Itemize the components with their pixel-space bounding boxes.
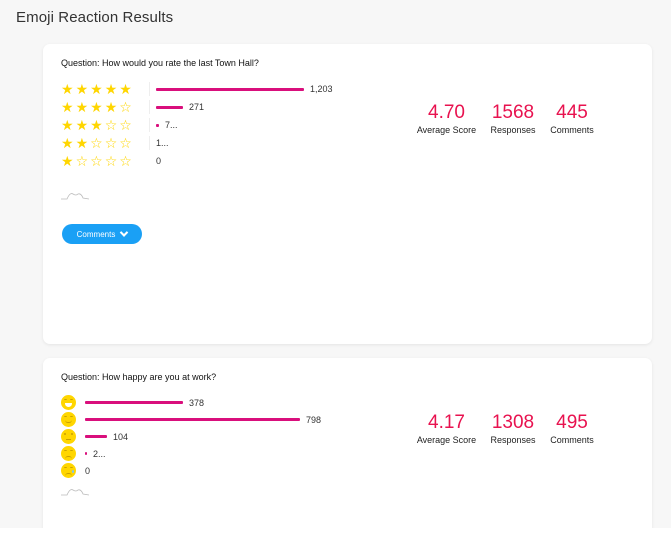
emoji-bar <box>85 401 183 404</box>
emoji-row-smiling: 798 <box>61 411 321 428</box>
rating-count: 0 <box>156 156 162 166</box>
rating-row-1-star: ★ ☆ ☆ ☆ ☆ 0 <box>61 152 333 170</box>
bottom-white-strip <box>0 528 671 538</box>
two-stars-icon: ★ ★ ☆ ☆ ☆ <box>61 135 132 151</box>
smiling-face-icon <box>61 412 76 427</box>
stat-responses: 1568 Responses <box>487 102 539 135</box>
summary-stats: 4.17 Average Score 1308 Responses 495 Co… <box>415 412 605 445</box>
sparkline-icon <box>61 489 89 496</box>
rating-distribution: ★ ★ ★ ★ ★ 1,203 ★ ★ ★ ★ ☆ 271 ★ ★ ★ ☆ ☆ 7... ★ ★ ☆ ☆ ☆ 1… <box>61 80 333 170</box>
average-score-value: 4.17 <box>428 412 465 433</box>
rating-bar <box>156 123 159 127</box>
comments-toggle-button[interactable]: Comments <box>62 224 142 244</box>
emoji-bar <box>85 435 107 438</box>
rating-row-5-stars: ★ ★ ★ ★ ★ 1,203 <box>61 80 333 98</box>
divider <box>149 118 150 132</box>
question-card-town-hall: Question: How would you rate the last To… <box>43 44 652 344</box>
comments-value: 445 <box>556 102 588 123</box>
rating-count: 271 <box>189 102 205 112</box>
neutral-face-icon <box>61 429 76 444</box>
chevron-down-icon <box>120 228 129 237</box>
divider <box>149 154 150 168</box>
responses-value: 1308 <box>491 412 535 433</box>
responses-label: Responses <box>490 435 536 445</box>
rating-row-3-stars: ★ ★ ★ ☆ ☆ 7... <box>61 116 333 134</box>
sparkline-icon <box>61 193 89 200</box>
rating-bar <box>156 87 304 91</box>
page-title: Emoji Reaction Results <box>16 9 174 26</box>
rating-row-4-stars: ★ ★ ★ ★ ☆ 271 <box>61 98 333 116</box>
stat-average-score: 4.17 Average Score <box>415 412 478 445</box>
comments-value: 495 <box>556 412 588 433</box>
stat-comments: 445 Comments <box>548 102 596 135</box>
emoji-count: 0 <box>85 465 91 476</box>
emoji-row-neutral: 104 <box>61 428 321 445</box>
emoji-row-sad: 2... <box>61 445 321 462</box>
comments-label: Comments <box>550 435 594 445</box>
stat-average-score: 4.70 Average Score <box>415 102 478 135</box>
responses-label: Responses <box>490 125 536 135</box>
rating-count: 7... <box>165 120 178 130</box>
rating-count: 1,203 <box>310 84 333 94</box>
emoji-bar <box>85 418 300 421</box>
emoji-count: 378 <box>189 397 205 408</box>
question-card-happiness: Question: How happy are you at work? 378… <box>43 358 652 538</box>
rating-bar <box>156 105 183 109</box>
one-star-icon: ★ ☆ ☆ ☆ ☆ <box>61 153 132 169</box>
divider <box>149 100 150 114</box>
three-stars-icon: ★ ★ ★ ☆ ☆ <box>61 117 132 133</box>
question-text: Question: How would you rate the last To… <box>61 58 259 68</box>
five-stars-icon: ★ ★ ★ ★ ★ <box>61 81 132 97</box>
emoji-count: 798 <box>306 414 322 425</box>
question-text: Question: How happy are you at work? <box>61 372 217 382</box>
emoji-distribution: 378 798 104 2... 0 <box>61 394 321 479</box>
emoji-count: 2... <box>93 448 106 459</box>
emoji-row-grinning: 378 <box>61 394 321 411</box>
grinning-face-icon <box>61 395 76 410</box>
emoji-row-crying: 0 <box>61 462 321 479</box>
four-stars-icon: ★ ★ ★ ★ ☆ <box>61 99 132 115</box>
responses-value: 1568 <box>491 102 535 123</box>
rating-row-2-stars: ★ ★ ☆ ☆ ☆ 1... <box>61 134 333 152</box>
stat-comments: 495 Comments <box>548 412 596 445</box>
rating-count: 1... <box>156 138 169 148</box>
average-score-label: Average Score <box>416 125 477 135</box>
summary-stats: 4.70 Average Score 1568 Responses 445 Co… <box>415 102 605 135</box>
crying-face-icon <box>61 463 76 478</box>
comments-label: Comments <box>550 125 594 135</box>
emoji-count: 104 <box>113 431 129 442</box>
divider <box>149 82 150 96</box>
average-score-label: Average Score <box>416 435 477 445</box>
emoji-bar <box>85 452 87 455</box>
divider <box>149 136 150 150</box>
stat-responses: 1308 Responses <box>487 412 539 445</box>
comments-button-label: Comments <box>76 229 116 239</box>
sad-face-icon <box>61 446 76 461</box>
average-score-value: 4.70 <box>428 102 465 123</box>
